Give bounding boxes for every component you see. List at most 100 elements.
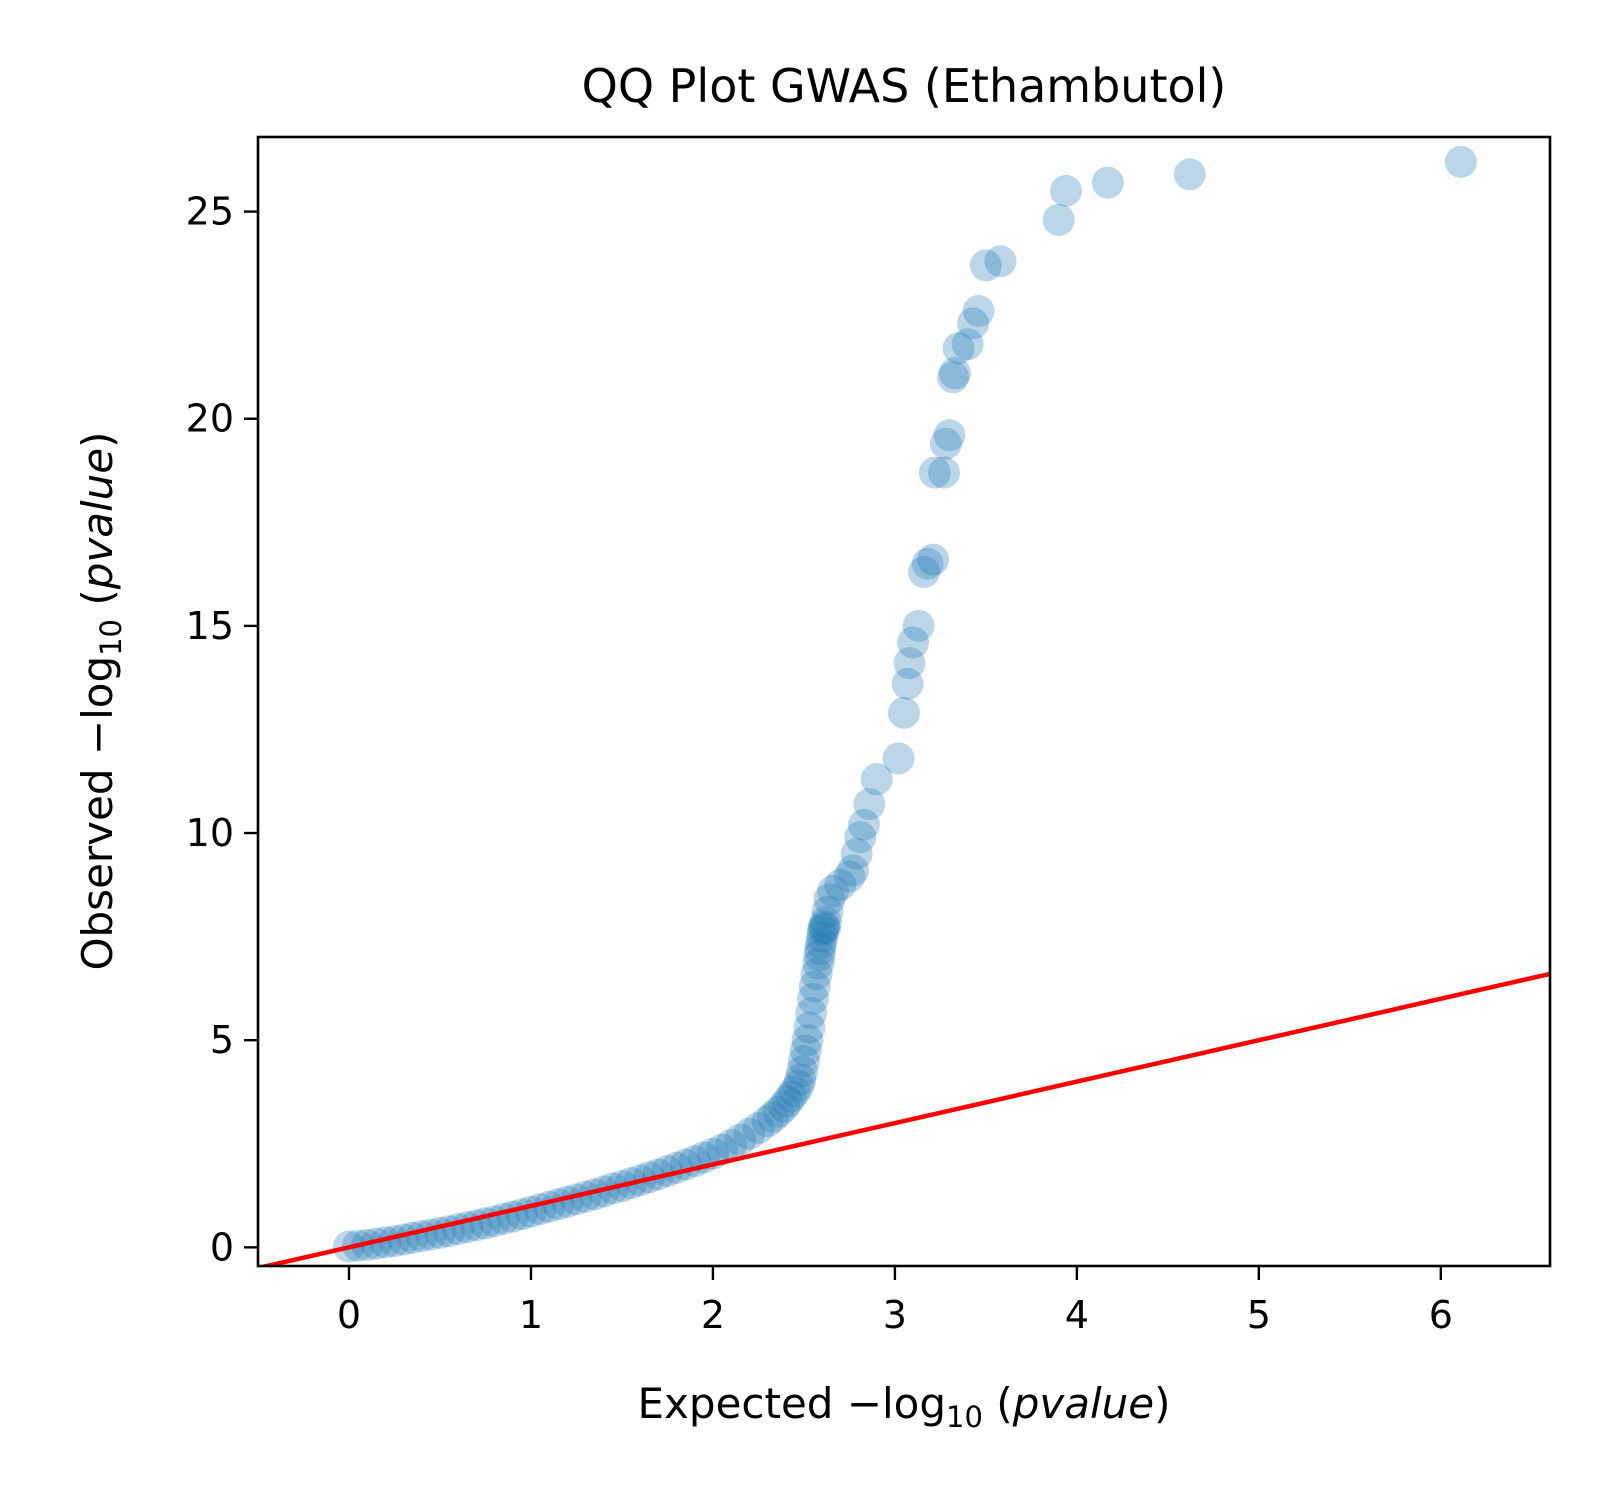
x-tick-label: 5 [1247, 1293, 1271, 1337]
data-point [805, 926, 838, 959]
data-point [569, 1180, 602, 1213]
data-point [908, 556, 941, 589]
data-point [560, 1183, 593, 1216]
data-point [787, 1044, 820, 1077]
y-axis-ticks: 0 5 10 15 20 25 [186, 190, 258, 1269]
data-point [775, 1080, 808, 1113]
data-point [951, 328, 984, 361]
x-axis-ticks: 0 1 2 3 4 5 6 [337, 1266, 1453, 1337]
data-point [962, 295, 995, 328]
data-point [969, 249, 1002, 282]
y-axis-label: Observed −log10 (pvalue) [73, 431, 128, 970]
axes-frame [256, 135, 1552, 1268]
data-point [806, 920, 839, 953]
data-point [902, 609, 935, 642]
y-tick-label: 10 [186, 811, 234, 855]
data-point [813, 883, 846, 916]
data-point [803, 939, 836, 972]
data-point [853, 788, 886, 821]
x-tick-label: 6 [1429, 1293, 1453, 1337]
y-tick-label: 0 [210, 1225, 234, 1269]
data-point [369, 1226, 402, 1259]
data-point [929, 427, 962, 460]
data-point [804, 933, 837, 966]
data-point [807, 910, 840, 943]
data-point [837, 854, 870, 887]
x-axis-label-prefix: Expected −log [638, 1379, 947, 1428]
data-point [844, 821, 877, 854]
data-point [1049, 174, 1082, 207]
data-point [938, 357, 971, 390]
data-point [742, 1112, 775, 1145]
data-point [360, 1227, 393, 1260]
data-point [817, 875, 850, 908]
data-point [789, 1034, 822, 1067]
data-point [893, 647, 926, 680]
x-axis-label-variable: pvalue [1012, 1379, 1154, 1428]
y-axis-label-subscript: 10 [94, 619, 128, 656]
data-point [917, 543, 950, 576]
y-axis-label-prefix: Observed −log [73, 656, 122, 971]
y-tick-label: 20 [186, 397, 234, 441]
data-point [957, 307, 990, 340]
data-point [807, 914, 840, 947]
data-point [798, 970, 831, 1003]
x-tick-label: 2 [701, 1293, 725, 1337]
data-point [824, 868, 857, 901]
data-point [782, 1069, 815, 1102]
data-point [778, 1075, 811, 1108]
data-point [1173, 158, 1206, 191]
y-axis-label-variable: pvalue [73, 448, 122, 590]
x-axis-label: Expected −log10 (pvalue) [638, 1379, 1171, 1434]
data-point [751, 1105, 784, 1138]
x-tick-label: 1 [519, 1293, 543, 1337]
data-point [833, 860, 866, 893]
y-tick-label: 25 [186, 190, 234, 234]
data-point [897, 626, 930, 659]
data-point [651, 1155, 684, 1188]
data-point [642, 1158, 675, 1191]
data-point [1444, 145, 1477, 178]
data-point [767, 1090, 800, 1123]
data-point [784, 1063, 817, 1096]
data-point [860, 763, 893, 796]
data-point [847, 808, 880, 841]
data-point [984, 245, 1017, 278]
data-point [802, 947, 835, 980]
data-point [933, 419, 966, 452]
data-point [1042, 203, 1075, 236]
data-point [888, 696, 920, 729]
y-tick-label: 15 [186, 604, 234, 648]
data-point [771, 1085, 804, 1118]
data-point [724, 1123, 757, 1156]
data-point [840, 837, 873, 870]
data-point [715, 1129, 748, 1162]
data-point [928, 456, 961, 489]
x-tick-label: 0 [337, 1293, 361, 1337]
x-axis-label-subscript: 10 [946, 1400, 983, 1434]
data-point [706, 1133, 739, 1166]
y-tick-label: 5 [210, 1018, 234, 1062]
data-point [578, 1178, 611, 1211]
data-point [911, 547, 944, 580]
data-point [937, 361, 970, 394]
x-tick-label: 3 [883, 1293, 907, 1337]
data-point [733, 1117, 766, 1150]
data-point [786, 1055, 819, 1088]
scatter-points [332, 145, 1477, 1263]
data-point [942, 332, 975, 365]
data-point [797, 982, 830, 1015]
x-tick-label: 4 [1065, 1293, 1089, 1337]
data-point [791, 1024, 824, 1057]
data-point [1091, 166, 1124, 199]
data-point [882, 742, 915, 775]
plot-area [258, 145, 1550, 1266]
data-point [795, 997, 828, 1030]
data-point [811, 895, 844, 928]
data-point [756, 1100, 789, 1133]
reference-line [258, 971, 1550, 1266]
data-point [808, 912, 841, 945]
data-point [800, 957, 833, 990]
chart-title: QQ Plot GWAS (Ethambutol) [582, 59, 1227, 113]
